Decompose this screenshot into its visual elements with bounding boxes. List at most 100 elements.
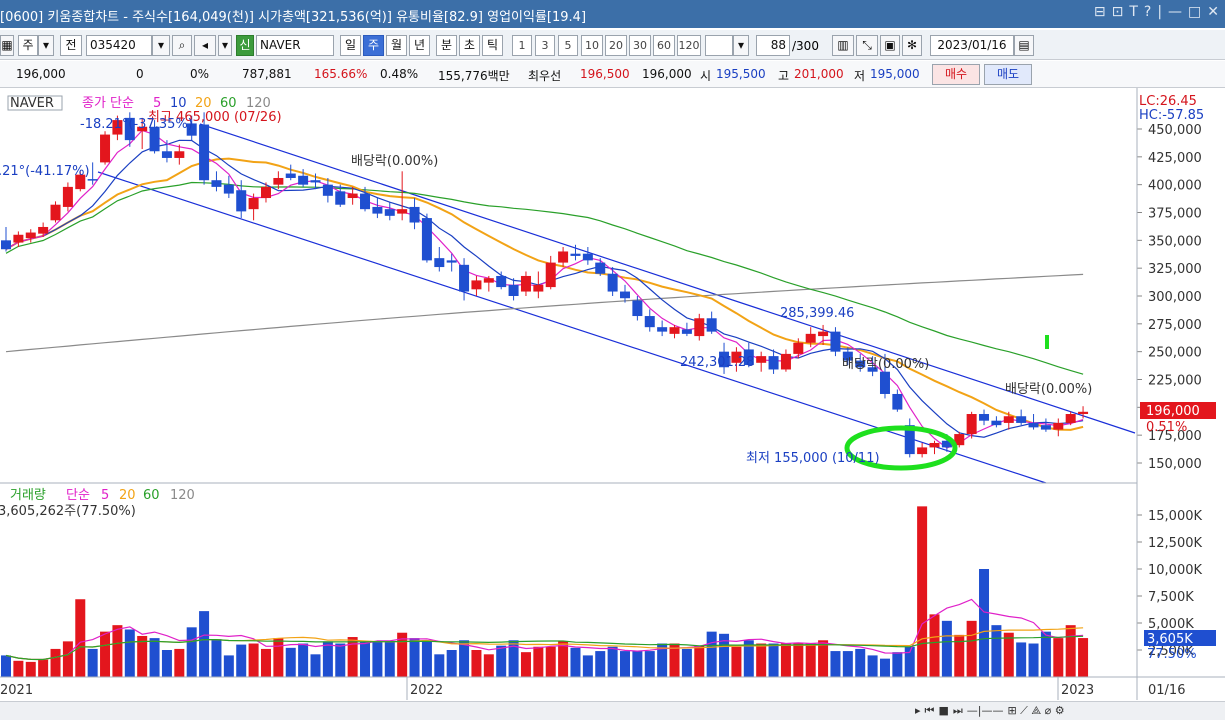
- angle-annotation-1: -18.21°(-37.35%): [80, 117, 193, 132]
- tab-second[interactable]: 초: [459, 35, 480, 56]
- volume-bar: [768, 643, 779, 677]
- minimize-button[interactable]: —: [1168, 4, 1183, 20]
- candle-body: [879, 371, 890, 394]
- period-select[interactable]: 주: [18, 35, 38, 56]
- minute-30[interactable]: 30: [629, 35, 651, 56]
- scroll-right-icon[interactable]: ▸: [915, 704, 921, 717]
- volume-bar: [966, 620, 977, 677]
- stop-icon[interactable]: ■: [938, 704, 949, 717]
- separator: |: [1157, 4, 1163, 20]
- date-input[interactable]: 2023/01/16: [930, 35, 1014, 56]
- tab-year[interactable]: 년: [409, 35, 430, 56]
- first-page-icon[interactable]: ⏮: [924, 704, 935, 717]
- volume-bar: [1065, 625, 1076, 677]
- volume-label: 거래량: [10, 488, 46, 503]
- candle-body: [669, 327, 680, 334]
- vol-ma5-label: 5: [101, 488, 109, 503]
- indicator-icon[interactable]: ▥: [832, 35, 854, 56]
- vol-ma60-label: 60: [143, 488, 160, 503]
- volume-bar: [533, 646, 544, 677]
- window-controls: ⊟ ⊡ T ? | — □ ✕: [1094, 4, 1219, 20]
- candle-body: [483, 278, 494, 283]
- volume-y-axis: 15,000K 12,500K 10,000K 7,500K 5,000K 2,500K: [1148, 509, 1202, 659]
- minute-10[interactable]: 10: [581, 35, 603, 56]
- speaker-dropdown-icon[interactable]: ▾: [218, 35, 232, 56]
- volume-bar: [1040, 631, 1051, 677]
- candle-body: [446, 260, 457, 263]
- volume-bar: [483, 654, 494, 677]
- tool-icons[interactable]: ⊞ ⟋ ⟁ ⌀ ⚙: [1007, 704, 1065, 717]
- high-price: 201,000: [794, 67, 844, 81]
- sell-button[interactable]: 매도: [984, 64, 1032, 85]
- calendar-icon[interactable]: ▤: [1014, 35, 1034, 56]
- moving-averages: [5, 129, 1084, 449]
- candle-body: [570, 253, 581, 256]
- volume-current: 3,605,262주(77.50%): [0, 504, 136, 519]
- candle-body: [223, 184, 234, 194]
- volume-bar: [13, 660, 24, 677]
- candle-body: [100, 134, 111, 163]
- grid-icon[interactable]: ▦: [0, 35, 14, 56]
- tab-minute[interactable]: 분: [436, 35, 457, 56]
- custom-period-input[interactable]: [705, 35, 733, 56]
- candle-body: [681, 329, 692, 334]
- maximize-button[interactable]: □: [1188, 4, 1202, 20]
- zoom-slider[interactable]: —|——: [966, 704, 1004, 717]
- candle-body: [768, 356, 779, 370]
- volume-bar: [1078, 638, 1089, 677]
- minute-120[interactable]: 120: [677, 35, 701, 56]
- prev-button[interactable]: 전: [60, 35, 82, 56]
- x-current-date: 01/16: [1148, 683, 1185, 698]
- volume-bar: [446, 650, 457, 677]
- minute-5[interactable]: 5: [558, 35, 578, 56]
- minute-20[interactable]: 20: [605, 35, 627, 56]
- candle-body: [62, 186, 73, 207]
- price-tick-label: 350,000: [1148, 234, 1202, 249]
- buy-button[interactable]: 매수: [932, 64, 980, 85]
- candle-body: [508, 284, 519, 296]
- volume-bar: [867, 655, 878, 677]
- tile-icon[interactable]: ⊡: [1111, 4, 1124, 20]
- minute-60[interactable]: 60: [653, 35, 675, 56]
- price-tick-label: 300,000: [1148, 290, 1202, 305]
- stock-name-field[interactable]: NAVER: [256, 35, 334, 56]
- minute-3[interactable]: 3: [535, 35, 555, 56]
- title-bar: [0600] 키움종합차트 - 주식수[164,049(천)] 시가총액[321…: [0, 0, 1225, 28]
- restore-layout-icon[interactable]: ⊟: [1093, 4, 1106, 20]
- volume-bar: [248, 643, 259, 677]
- custom-period-dropdown-icon[interactable]: ▾: [733, 35, 749, 56]
- lc-label: LC:26.45: [1139, 94, 1197, 109]
- tab-tick[interactable]: 틱: [482, 35, 503, 56]
- tab-week[interactable]: 주: [363, 35, 384, 56]
- candle-body: [347, 193, 358, 199]
- price-change: 0: [136, 67, 144, 81]
- settings-gear-icon[interactable]: ✻: [902, 35, 922, 56]
- chart-scrollbar[interactable]: ▸ ⏮ ■ ⏭ —|—— ⊞ ⟋ ⟁ ⌀ ⚙: [0, 701, 1225, 720]
- minute-1[interactable]: 1: [512, 35, 532, 56]
- count-input[interactable]: 88: [756, 35, 790, 56]
- volume-bar: [384, 641, 395, 677]
- stock-code-input[interactable]: 035420: [86, 35, 152, 56]
- volume-bar: [335, 643, 346, 677]
- draw-tool-icon[interactable]: ⤡: [856, 35, 878, 56]
- close-button[interactable]: ✕: [1207, 4, 1219, 20]
- speaker-icon[interactable]: ◂: [194, 35, 216, 56]
- save-icon[interactable]: ▣: [880, 35, 900, 56]
- last-page-icon[interactable]: ⏭: [952, 704, 963, 717]
- candle-body: [112, 120, 123, 135]
- search-icon[interactable]: ⌕: [172, 35, 192, 56]
- low-label: 저: [854, 69, 866, 83]
- code-dropdown-icon[interactable]: ▾: [152, 35, 170, 56]
- period-dropdown-icon[interactable]: ▾: [38, 35, 54, 56]
- price-tick-label: 425,000: [1148, 151, 1202, 166]
- price-tick-label: 400,000: [1148, 179, 1202, 194]
- volume-bar: [322, 641, 333, 677]
- tab-month[interactable]: 월: [386, 35, 407, 56]
- help-icon[interactable]: ?: [1143, 4, 1152, 20]
- font-icon[interactable]: T: [1129, 4, 1138, 20]
- ma60-label: 60: [220, 96, 237, 111]
- volume-bar: [1016, 642, 1027, 677]
- tab-day[interactable]: 일: [340, 35, 361, 56]
- volume-bar: [50, 648, 61, 677]
- vol-ma5-line: [5, 598, 1084, 661]
